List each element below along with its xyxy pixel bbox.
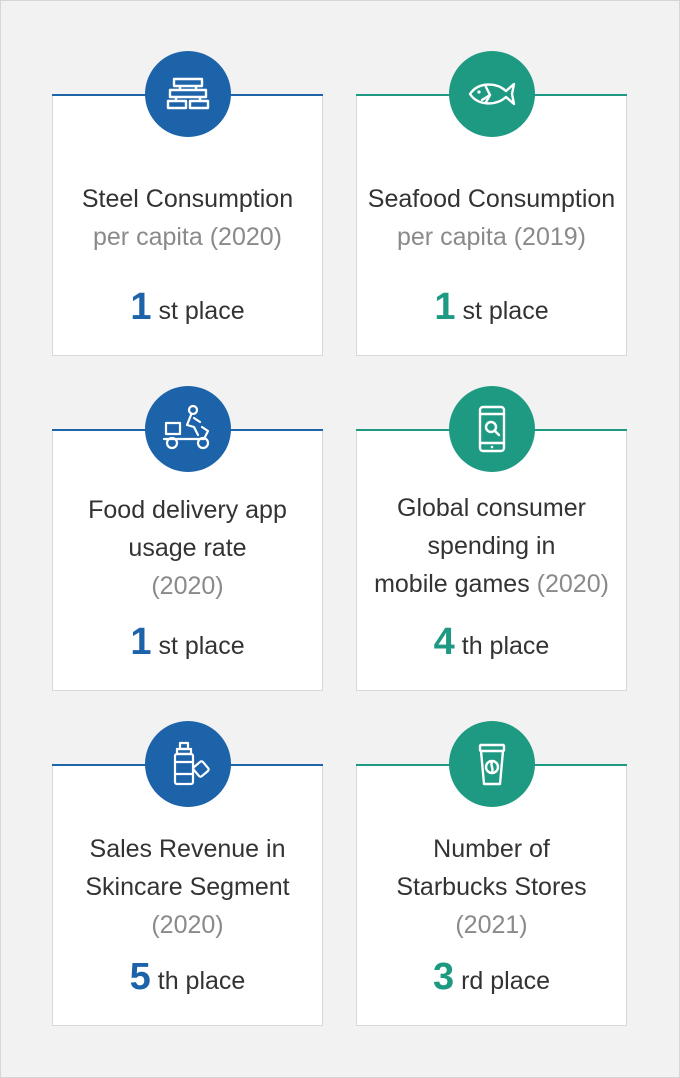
title-line: Steel Consumption [81,185,294,213]
rank-label: 1 st place [53,621,322,664]
card-title: Number of Starbucks Stores (2021) [357,830,626,944]
title-year: (2020) [536,570,609,598]
card-title: Sales Revenue in Skincare Segment (2020) [53,830,322,944]
rank-number: 1 [130,286,152,328]
rank-suffix: st place [158,632,245,660]
title-year: (2020) [151,572,224,600]
skincare-bottle-icon [144,721,231,807]
card-title: Global consumer spending in mobile games… [357,489,626,603]
title-subline: per capita (2019) [396,223,586,251]
title-line: mobile games [374,570,530,598]
title-year: (2021) [455,911,528,939]
rank-number: 5 [129,956,151,998]
card-starbucks-stores: Number of Starbucks Stores (2021) 3 rd p… [356,721,627,1026]
card-title: Seafood Consumption per capita (2019) [357,180,626,256]
rank-label: 5 th place [53,956,322,999]
card-mobile-games: Global consumer spending in mobile games… [356,386,627,691]
rank-number: 1 [434,286,456,328]
card-skincare-revenue: Sales Revenue in Skincare Segment (2020)… [52,721,323,1026]
rank-suffix: th place [157,967,246,995]
coffee-cup-icon [448,721,535,807]
card-steel-consumption: Steel Consumption per capita (2020) 1 st… [52,51,323,356]
title-line-with-year: mobile games (2020) [357,565,626,603]
rank-suffix: st place [158,297,245,325]
fish-icon [448,51,535,137]
steel-beams-icon [144,51,231,137]
rank-label: 3 rd place [357,956,626,999]
rank-number: 1 [130,621,152,663]
title-subline: per capita (2020) [92,223,282,251]
rank-label: 1 st place [53,286,322,329]
card-title: Food delivery app usage rate (2020) [53,491,322,605]
rank-suffix: rd place [461,967,551,995]
title-line: Food delivery app [88,496,287,524]
title-line: Sales Revenue in [89,835,286,863]
rank-suffix: st place [462,297,549,325]
title-line: spending in [427,532,556,560]
mobile-search-icon [448,386,535,472]
rank-label: 4 th place [357,621,626,664]
title-line: Number of [433,835,550,863]
title-line: Starbucks Stores [396,873,587,901]
title-year: (2020) [151,911,224,939]
delivery-scooter-icon [144,386,231,472]
rank-suffix: th place [461,632,550,660]
title-line: Global consumer [397,494,586,522]
rank-number: 4 [433,621,455,663]
card-food-delivery: Food delivery app usage rate (2020) 1 st… [52,386,323,691]
rank-label: 1 st place [357,286,626,329]
card-seafood-consumption: Seafood Consumption per capita (2019) 1 … [356,51,627,356]
title-line: Skincare Segment [85,873,290,901]
title-line: usage rate [128,534,247,562]
card-title: Steel Consumption per capita (2020) [53,180,322,256]
rank-number: 3 [432,956,455,998]
title-line: Seafood Consumption [367,185,616,213]
